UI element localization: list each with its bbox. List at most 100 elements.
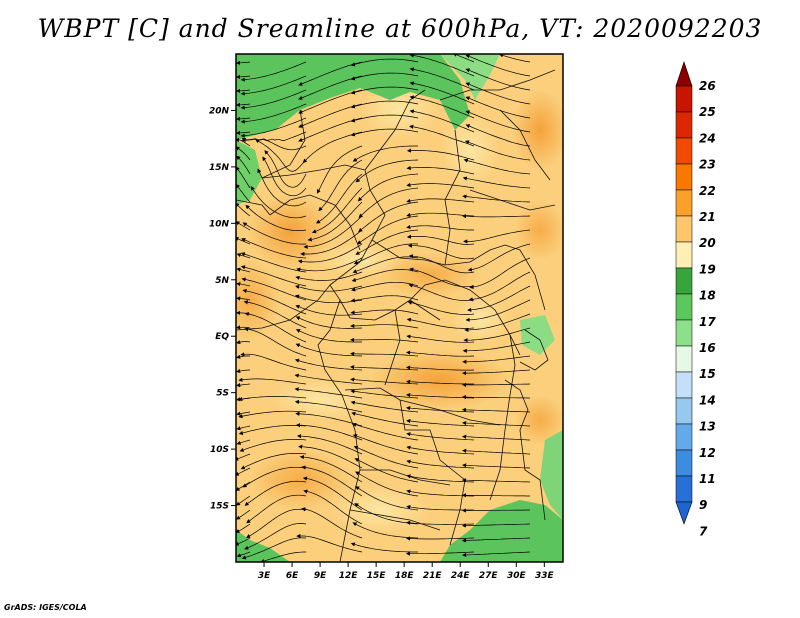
streamline (461, 508, 530, 513)
streamline (461, 523, 531, 528)
colorbar-swatch (675, 241, 693, 269)
streamline (409, 54, 475, 77)
streamline (244, 327, 307, 357)
streamline (462, 369, 531, 376)
streamline (244, 480, 307, 506)
streamline (236, 130, 251, 135)
streamline (461, 214, 531, 219)
streamline (240, 61, 307, 82)
streamline (236, 383, 251, 388)
lon-tick-label: 24E (451, 571, 471, 581)
streamline (351, 281, 419, 292)
streamline (357, 173, 419, 202)
lat-tick-label: 10N (209, 219, 230, 229)
streamline (463, 158, 531, 175)
streamline (462, 551, 531, 558)
streamline (498, 54, 531, 63)
colorbar-label: 14 (699, 393, 716, 407)
streamline (255, 139, 307, 172)
streamline (236, 453, 251, 461)
wbpt-green-south (440, 500, 563, 562)
lon-tick-label: 6E (286, 571, 299, 581)
colorbar-swatch (675, 215, 693, 243)
colorbar-label: 21 (699, 210, 716, 224)
colorbar-label: 9 (699, 498, 707, 512)
streamline (350, 58, 419, 67)
colorbar-swatch (675, 111, 693, 139)
streamline (236, 267, 251, 273)
wbpt-warm-core (515, 200, 563, 260)
streamlines (236, 54, 531, 562)
lat-tick-label: 15S (210, 502, 229, 512)
streamline (350, 72, 419, 81)
streamline (409, 109, 475, 133)
streamline (467, 243, 531, 272)
streamline (294, 358, 363, 371)
credit-text: GrADS: IGES/COLA (4, 603, 87, 612)
streamline (295, 316, 363, 329)
streamline (465, 96, 531, 119)
streamline (240, 117, 307, 138)
streamline (238, 377, 307, 385)
streamline (350, 128, 419, 137)
streamline (350, 114, 419, 123)
streamline (462, 463, 531, 469)
streamline (236, 155, 251, 175)
lon-tick-label: 18E (395, 571, 415, 581)
streamline (409, 267, 475, 288)
streamline (307, 201, 363, 242)
latitude-axis: 20N 15N 10N 5N EQ 5S 10S 15S (209, 106, 236, 512)
colorbar-swatch (675, 189, 693, 217)
colorbar-top-arrow (675, 61, 693, 87)
lon-tick-label: 27E (479, 571, 499, 581)
streamline (408, 283, 475, 301)
streamline (462, 355, 531, 364)
streamline (462, 420, 531, 427)
streamline (406, 432, 475, 441)
streamline (301, 465, 363, 497)
map-panel (236, 54, 563, 562)
streamline (350, 337, 419, 343)
streamline (236, 74, 251, 79)
lon-tick-label: 33E (535, 571, 555, 581)
streamline (236, 146, 251, 161)
colorbar-bottom-arrow (675, 501, 693, 525)
streamline (406, 148, 475, 161)
streamline (236, 102, 251, 107)
colorbar-swatch (675, 85, 693, 113)
streamline (465, 124, 531, 147)
streamline (406, 234, 475, 245)
streamline (236, 481, 251, 491)
streamline (352, 145, 418, 162)
streamline (260, 551, 306, 562)
colorbar-swatch (675, 293, 693, 321)
streamline (469, 257, 531, 290)
streamline (465, 68, 531, 91)
streamline (461, 394, 530, 400)
longitude-axis: 3E 6E 9E 12E 15E 18E 21E 24E 27E 30E 33E (258, 562, 555, 581)
streamline (236, 296, 251, 301)
streamline (350, 295, 419, 303)
streamline (351, 269, 419, 282)
streamline (241, 131, 307, 142)
streamline (353, 243, 419, 265)
streamline (250, 186, 307, 219)
colorbar-label: 23 (699, 158, 716, 172)
streamline (355, 159, 419, 183)
streamline (240, 75, 307, 96)
colorbar-swatch (675, 449, 693, 477)
streamline (244, 312, 307, 343)
streamline (452, 54, 475, 63)
streamline (236, 116, 251, 121)
streamline (406, 350, 475, 357)
colorbar-label: 7 (699, 524, 708, 538)
lon-tick-label: 15E (367, 571, 387, 581)
streamline (295, 411, 363, 427)
streamline (242, 222, 307, 245)
streamline (264, 150, 307, 188)
wbpt-warm-core (370, 350, 510, 410)
streamline (465, 54, 531, 77)
streamline (242, 288, 307, 315)
streamline (350, 100, 419, 109)
lat-tick-label: EQ (215, 332, 229, 342)
